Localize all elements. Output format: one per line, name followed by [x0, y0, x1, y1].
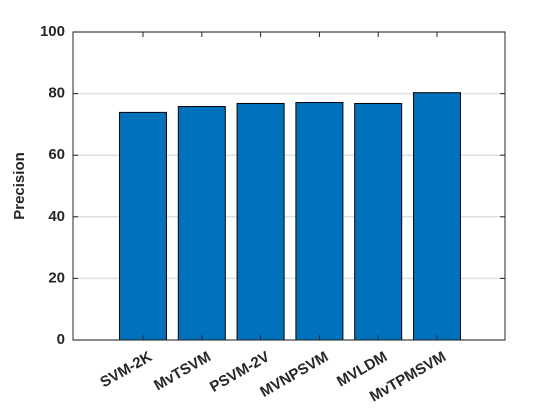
- x-tick-label: SVM-2K: [97, 348, 155, 391]
- y-tick-label: 20: [48, 269, 65, 286]
- bar: [413, 92, 461, 341]
- x-tick-label: MvTSVM: [151, 348, 214, 394]
- y-tick-label: 100: [40, 23, 65, 40]
- y-tick-label: 0: [57, 331, 65, 348]
- bar: [177, 106, 226, 341]
- bar: [236, 102, 285, 341]
- bar: [354, 102, 403, 341]
- y-tick-label: 60: [48, 146, 65, 163]
- y-axis-label: Precision: [11, 152, 28, 220]
- y-tick-label: 40: [48, 208, 65, 225]
- y-tick-label: 80: [48, 85, 65, 102]
- bar: [119, 111, 167, 341]
- bar: [295, 102, 344, 341]
- axes-box: [72, 31, 506, 341]
